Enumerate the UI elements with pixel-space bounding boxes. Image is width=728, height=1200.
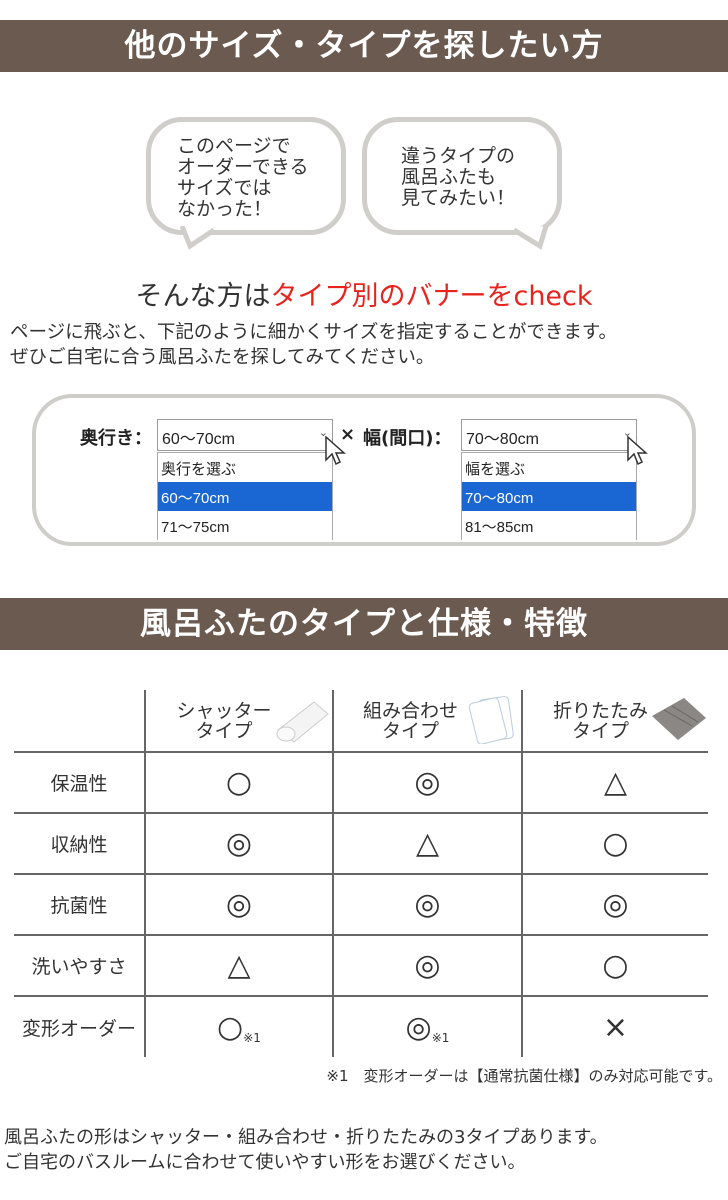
bubble-line: サイズでは	[177, 177, 272, 199]
depth-options: 奥行を選ぶ 60～70cm 71～75cm	[157, 452, 333, 540]
bubble-line: 風呂ふたも	[401, 166, 497, 188]
column-label: タイプ	[571, 719, 629, 742]
mouse-cursor-icon	[627, 436, 648, 466]
column-label: 組み合わせ	[362, 699, 458, 722]
column-header-combination: 組み合わせ タイプ	[332, 690, 522, 752]
shutter-lid-image	[276, 701, 329, 743]
folding-lid-image	[652, 698, 706, 740]
rating-mark: △	[144, 934, 333, 996]
rating-mark: ◎	[521, 873, 708, 935]
intro-line: ページに飛ぶと、下記のように細かくサイズを指定することができます。	[10, 322, 617, 343]
depth-option[interactable]: 71～75cm	[161, 519, 230, 536]
footnote-ref: ※1	[431, 1030, 450, 1045]
rating-mark: ◎	[332, 751, 522, 813]
depth-select-value: 60～70cm	[162, 431, 235, 448]
table-row: 保温性 ○ ◎ △	[14, 751, 708, 813]
depth-option-selected[interactable]: 60～70cm	[158, 482, 332, 511]
row-label: 抗菌性	[14, 873, 145, 935]
speech-bubble-size: このページで オーダーできる サイズでは なかった！	[146, 117, 346, 235]
chevron-down-icon: ⌄	[622, 427, 632, 439]
type-comparison-table: シャッター タイプ 組み合わせ タイプ 折りたたみ タイプ 保温性 ○ ◎ △ 収納性…	[14, 690, 708, 1057]
lead-highlight: タイプ別のバナーをcheck	[270, 281, 593, 312]
rating-mark: ◎	[332, 934, 522, 996]
speech-bubble-type: 違うタイプの 風呂ふたも 見てみたい！	[362, 117, 562, 235]
bubble-line: 違うタイプの	[401, 145, 516, 167]
column-label: タイプ	[195, 719, 253, 742]
rating-mark: ○	[144, 751, 333, 813]
rating-mark: △	[521, 751, 708, 813]
section-banner-types: 風呂ふたのタイプと仕様・特徴	[0, 598, 728, 650]
bubble-line: オーダーできる	[177, 156, 309, 178]
outro-line: ご自宅のバスルームに合わせて使いやすい形をお選びください。	[4, 1152, 526, 1173]
lead-text: そんな方はタイプ別のバナーをcheck	[0, 274, 728, 313]
section-banner-other-sizes: 他のサイズ・タイプを探したい方	[0, 20, 728, 72]
table-row: 収納性 ◎ △ ○	[14, 812, 708, 874]
intro-line: ぜひご自宅に合う風呂ふたを探してみてください。	[10, 347, 435, 368]
chevron-down-icon: ⌄	[318, 427, 328, 439]
bubble-tail	[180, 226, 216, 250]
depth-label: 奥行き：	[80, 428, 152, 449]
column-header-folding: 折りたたみ タイプ	[521, 690, 708, 752]
row-label: 洗いやすさ	[14, 934, 145, 996]
combination-lid-image	[468, 696, 514, 744]
intro-text: ページに飛ぶと、下記のように細かくサイズを指定することができます。 ぜひご自宅に…	[10, 320, 617, 370]
rating-mark: ◎	[144, 812, 333, 874]
rating-mark: ×	[521, 995, 708, 1057]
header-empty	[14, 690, 145, 752]
bubble-line: なかった！	[177, 198, 273, 220]
column-label: 折りたたみ	[552, 699, 648, 722]
column-header-shutter: シャッター タイプ	[144, 690, 333, 752]
table-row: 抗菌性 ◎ ◎ ◎	[14, 873, 708, 935]
rating-mark: △	[332, 812, 522, 874]
size-selector-example: 奥行き： 60～70cm ⌄ 奥行を選ぶ 60～70cm 71～75cm × 幅(…	[32, 394, 696, 546]
row-label: 変形オーダー	[14, 995, 145, 1057]
width-select[interactable]: 70～80cm ⌄	[461, 419, 637, 451]
bubble-line: 見てみたい！	[401, 187, 516, 209]
lead-prefix: そんな方は	[135, 281, 271, 312]
width-option[interactable]: 81～85cm	[465, 519, 534, 536]
column-label: タイプ	[381, 719, 439, 742]
footnote-ref: ※1	[243, 1030, 261, 1045]
width-option[interactable]: 幅を選ぶ	[465, 461, 526, 478]
width-select-value: 70～80cm	[466, 431, 539, 448]
rating-cell: ○※1	[144, 995, 333, 1057]
mouse-cursor-icon	[325, 436, 346, 466]
bubble-line: このページで	[177, 135, 291, 157]
rating-mark: ○	[521, 812, 708, 874]
width-option-selected[interactable]: 70～80cm	[462, 482, 636, 511]
width-label: 幅(間口)：	[363, 428, 452, 449]
rating-mark: ◎	[332, 873, 522, 935]
outro-line: 風呂ふたの形はシャッター・組み合わせ・折りたたみの3タイプあります。	[4, 1127, 608, 1148]
width-options: 幅を選ぶ 70～80cm 81～85cm	[461, 452, 637, 540]
outro-text: 風呂ふたの形はシャッター・組み合わせ・折りたたみの3タイプあります。 ご自宅のバ…	[4, 1125, 608, 1175]
row-label: 保温性	[14, 751, 145, 813]
rating-mark: ○	[217, 1009, 244, 1045]
rating-mark: ◎	[144, 873, 333, 935]
table-row: 変形オーダー ○※1 ◎※1 ×	[14, 995, 708, 1057]
bubble-tail	[512, 226, 549, 250]
depth-option[interactable]: 奥行を選ぶ	[161, 461, 237, 478]
rating-mark: ◎	[405, 1009, 432, 1045]
table-row: 洗いやすさ △ ◎ ○	[14, 934, 708, 996]
column-label: シャッター	[176, 699, 272, 722]
rating-mark: ○	[521, 934, 708, 996]
times-sign: ×	[340, 424, 356, 445]
rating-cell: ◎※1	[332, 995, 522, 1057]
row-label: 収納性	[14, 812, 145, 874]
depth-select[interactable]: 60～70cm ⌄	[157, 419, 333, 451]
table-footnote: ※1 変形オーダーは【通常抗菌仕様】のみ対応可能です。	[326, 1067, 722, 1085]
